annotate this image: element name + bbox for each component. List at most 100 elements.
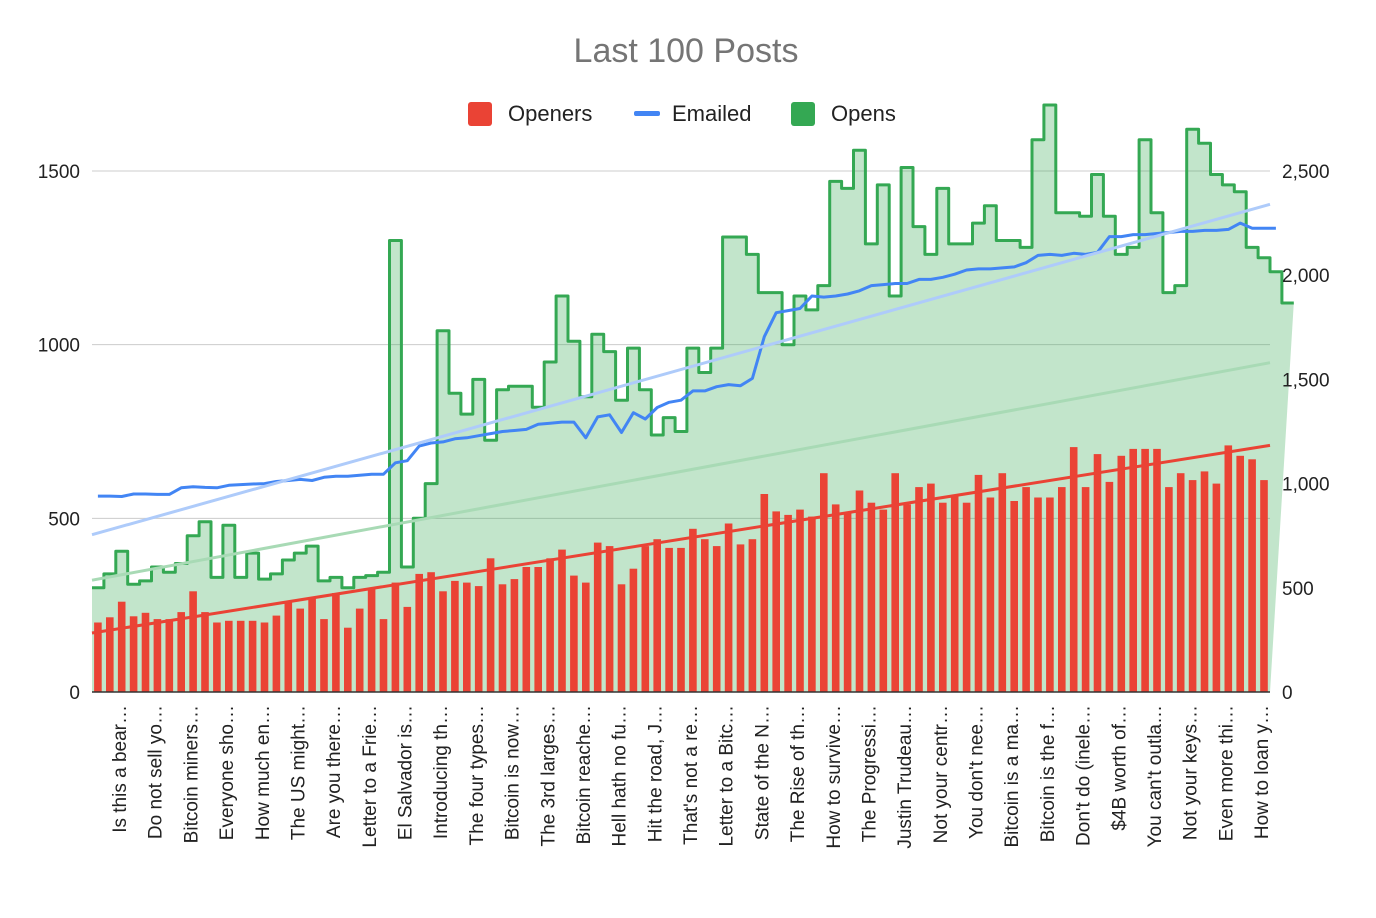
openers-bar — [974, 474, 983, 692]
x-tick-label: Not your centr… — [931, 705, 952, 843]
openers-bar — [451, 580, 459, 692]
openers-bar — [141, 612, 150, 692]
openers-bar — [915, 487, 923, 692]
openers-bar — [177, 612, 185, 692]
openers-bar — [213, 622, 221, 692]
x-axis-labels: Is this a bear… Do not sell yo… Bitcoin mi… — [110, 705, 1273, 849]
openers-bar — [201, 612, 209, 692]
emailed-line — [97, 221, 1276, 498]
openers-bar — [689, 528, 697, 692]
openers-bar — [1176, 473, 1185, 692]
openers-bar — [629, 568, 638, 692]
x-tick-label: You can't outla… — [1145, 705, 1166, 847]
openers-bar — [939, 502, 947, 692]
openers-bar — [605, 546, 614, 692]
right-tick-label: 2,000 — [1282, 266, 1330, 287]
openers-bar — [534, 567, 542, 692]
legend-label-opens: Opens — [831, 101, 896, 126]
openers-bar — [1129, 448, 1137, 692]
left-tick-label: 1000 — [38, 336, 80, 357]
openers-bar — [760, 494, 769, 692]
openers-bar — [1105, 481, 1114, 692]
openers-bar — [106, 617, 114, 692]
openers-bar — [1153, 448, 1161, 692]
openers-bar — [1165, 487, 1173, 692]
openers-bar — [582, 582, 590, 692]
legend-marker-openers — [468, 102, 492, 126]
openers-bar — [1069, 447, 1078, 692]
x-tick-label: Bitcoin is now… — [503, 705, 524, 840]
x-tick-label: Bitcoin miners… — [181, 705, 202, 843]
openers-bar — [927, 483, 935, 692]
openers-bar — [1248, 459, 1256, 692]
openers-bar — [225, 620, 233, 692]
x-tick-label: The Progressi… — [859, 705, 880, 842]
x-tick-label: The 3rd larges… — [538, 705, 559, 847]
openers-bar — [1260, 480, 1268, 692]
x-tick-label: Not your keys… — [1181, 705, 1202, 840]
x-tick-label: Bitcoin is a ma… — [1002, 705, 1023, 848]
openers-bar — [736, 544, 745, 692]
openers-bar — [867, 502, 876, 692]
openers-bar — [903, 504, 911, 692]
trendline-openers — [91, 443, 1271, 635]
left-tick-label: 1500 — [38, 162, 80, 183]
openers-bars — [94, 445, 1268, 692]
x-tick-label: State of the N… — [752, 705, 773, 840]
openers-bar — [724, 523, 733, 692]
openers-bar — [546, 558, 554, 692]
openers-bar — [879, 509, 888, 692]
right-tick-label: 1,000 — [1282, 475, 1330, 496]
legend-label-emailed: Emailed — [672, 101, 751, 126]
openers-bar — [260, 622, 269, 692]
openers-bar — [962, 502, 971, 692]
openers-bar — [986, 497, 995, 692]
openers-bar — [272, 615, 281, 692]
openers-bar — [1010, 501, 1018, 692]
trendline-emailed — [91, 202, 1271, 537]
openers-bar — [772, 511, 780, 692]
x-tick-label: Bitcoin reache… — [574, 705, 595, 844]
openers-bar — [784, 514, 792, 692]
openers-bar — [558, 549, 566, 692]
x-tick-label: The Rise of th… — [788, 705, 809, 842]
openers-bar — [831, 504, 840, 692]
openers-bar — [474, 586, 483, 692]
openers-bar — [332, 593, 340, 692]
openers-bar — [1212, 483, 1221, 692]
openers-bar — [641, 546, 650, 692]
openers-bar — [653, 539, 661, 692]
x-tick-label: How much en… — [253, 705, 274, 840]
openers-bar — [570, 575, 578, 692]
x-tick-label: That's not a re… — [681, 705, 702, 845]
chart-title: Last 100 Posts — [574, 32, 799, 70]
openers-bar — [1188, 480, 1197, 692]
openers-bar — [498, 584, 507, 692]
openers-bar — [153, 619, 162, 692]
x-tick-label: Introducing th… — [431, 705, 452, 839]
openers-bar — [439, 591, 447, 692]
x-tick-label: How to loan y… — [1252, 705, 1273, 839]
x-tick-label: How to survive… — [824, 705, 845, 849]
openers-bar — [855, 490, 864, 692]
x-tick-label: Do not sell yo… — [146, 705, 167, 839]
legend-label-openers: Openers — [508, 101, 592, 126]
right-tick-label: 1,500 — [1282, 370, 1330, 391]
right-tick-label: 500 — [1282, 579, 1314, 600]
openers-bar — [427, 572, 435, 692]
openers-bar — [391, 582, 400, 692]
openers-bar — [415, 573, 423, 692]
openers-bar — [796, 509, 804, 692]
x-tick-label: Hit the road, J… — [645, 705, 666, 842]
x-tick-label: Letter to a Bitc… — [717, 705, 738, 847]
x-tick-label: Justin Trudeau… — [895, 705, 916, 849]
openers-bar — [522, 567, 531, 692]
openers-bar — [665, 547, 673, 692]
openers-bar — [1224, 445, 1233, 692]
openers-bar — [677, 547, 685, 692]
left-tick-label: 500 — [48, 509, 80, 530]
openers-bar — [248, 620, 257, 692]
x-tick-label: Letter to a Frie… — [360, 705, 381, 848]
x-tick-label: Don't do (inele… — [1074, 705, 1095, 846]
